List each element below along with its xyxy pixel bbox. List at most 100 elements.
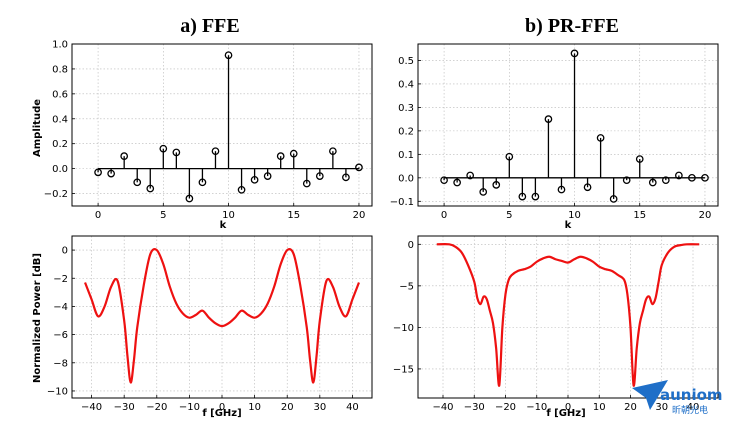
xlabel-prffe-response: f [GHz] [546,408,585,419]
stem-marker [172,148,181,157]
x-tick-label: 30 [313,402,326,413]
title-prffe: b) PR-FFE [525,15,619,37]
y-tick-label: 0.8 [52,64,68,75]
plot-frame [71,235,373,399]
xlabel-ffe-response: f [GHz] [202,408,241,419]
x-tick-label: 20 [353,210,366,221]
y-tick-label: 0.2 [398,126,414,137]
stem-marker [648,178,657,187]
stem-marker [531,192,540,201]
plot-frame [417,235,719,399]
stem-marker [289,149,298,158]
logo-name: auniom [660,386,723,404]
x-tick-label: 5 [506,210,512,221]
x-tick-label: 10 [568,210,581,221]
y-tick-label: 0.2 [52,139,68,150]
y-tick-label: 0.6 [52,89,68,100]
stem-marker [661,176,670,185]
prffe-taps-panel: 0 5 10 15 20 −0.1 0.0 0.1 0.2 0.3 0.4 0.5 [390,43,719,221]
stem-marker [120,152,129,161]
ffe-response-panel: −40 −30 −20 −10 0 10 20 30 40−10−8−6−4−20 [47,235,373,413]
y-tick-label: −5 [399,281,414,292]
stem-marker [466,171,475,180]
y-tick-label: 0.4 [52,114,68,125]
stem-marker [453,178,461,187]
x-tick-label: −20 [495,402,516,413]
stem-marker [146,184,155,193]
stem-marker [622,176,631,185]
y-tick-label: 0 [62,246,68,257]
xlabel-ffe-taps: k [220,220,227,231]
stem-marker [185,194,194,203]
logo-bird-icon [632,380,668,410]
x-tick-label: 0 [95,210,101,221]
ffe-taps-panel: 0 5 10 15 20 −0.2 0.0 0.2 0.4 0.6 0.8 1.0 [44,40,373,221]
stem-marker [302,179,311,188]
y-tick-label: 1.0 [52,40,68,51]
stem-marker [315,172,324,180]
plot-frame [417,43,719,207]
stem-marker [557,185,566,194]
y-tick-label: 0.0 [52,164,68,175]
stem-marker [250,175,259,184]
stem-marker [701,173,709,182]
x-tick-label: 15 [633,210,646,221]
x-tick-label: 15 [287,210,300,221]
x-tick-label: 20 [624,402,637,413]
y-tick-label: −0.2 [44,189,68,200]
y-tick-label: −2 [53,274,68,285]
stem-marker [224,51,233,60]
y-tick-label: −6 [53,330,68,341]
x-tick-label: −30 [464,402,485,413]
y-tick-label: 0.0 [398,173,414,184]
stem-marker [211,147,220,156]
stem-marker [688,173,696,182]
ylabel-normalized-power: Normalized Power [dB] [32,253,43,383]
x-tick-label: 40 [687,402,700,413]
stem-marker [518,192,527,201]
stem-marker [133,178,142,187]
stem-marker [596,134,605,142]
x-tick-label: 0 [565,402,571,413]
y-tick-label: −10 [47,386,68,397]
stem-marker [342,173,350,182]
y-tick-label: −15 [393,364,414,375]
stem-marker [635,155,644,163]
y-tick-label: 0.4 [398,79,414,90]
x-tick-label: −20 [146,402,167,413]
y-tick-label: 0.5 [398,56,414,67]
auniom-logo: auniom 昕朝光电 [632,380,723,416]
stem-marker [107,169,115,178]
stem-marker [159,144,168,153]
y-tick-label: −4 [53,302,68,313]
stem-marker [198,178,207,187]
ylabel-amplitude: Amplitude [32,99,43,157]
x-tick-label: −40 [81,402,102,413]
x-tick-label: 0 [219,402,225,413]
x-tick-label: 5 [160,210,166,221]
x-tick-label: 10 [222,210,235,221]
x-tick-label: 0 [441,210,447,221]
y-tick-label: −0.1 [390,197,414,208]
stem-marker [276,152,285,161]
x-tick-label: −10 [179,402,200,413]
x-tick-label: −40 [432,402,453,413]
response-curve [84,248,360,384]
stem-marker [263,172,272,180]
y-tick-label: 0.3 [398,103,414,114]
y-tick-label: −10 [393,323,414,334]
x-tick-label: −30 [114,402,135,413]
stem-marker [505,152,514,161]
x-tick-label: 10 [593,402,606,413]
stem-marker [479,188,488,196]
y-tick-label: −8 [53,358,68,369]
stem-marker [355,163,363,172]
title-ffe: a) FFE [180,15,239,37]
x-tick-label: 20 [699,210,712,221]
y-tick-label: 0 [408,240,414,251]
stem-marker [544,115,553,123]
stem-marker [570,49,579,58]
stem-marker [329,147,337,156]
x-tick-label: 20 [281,402,294,413]
